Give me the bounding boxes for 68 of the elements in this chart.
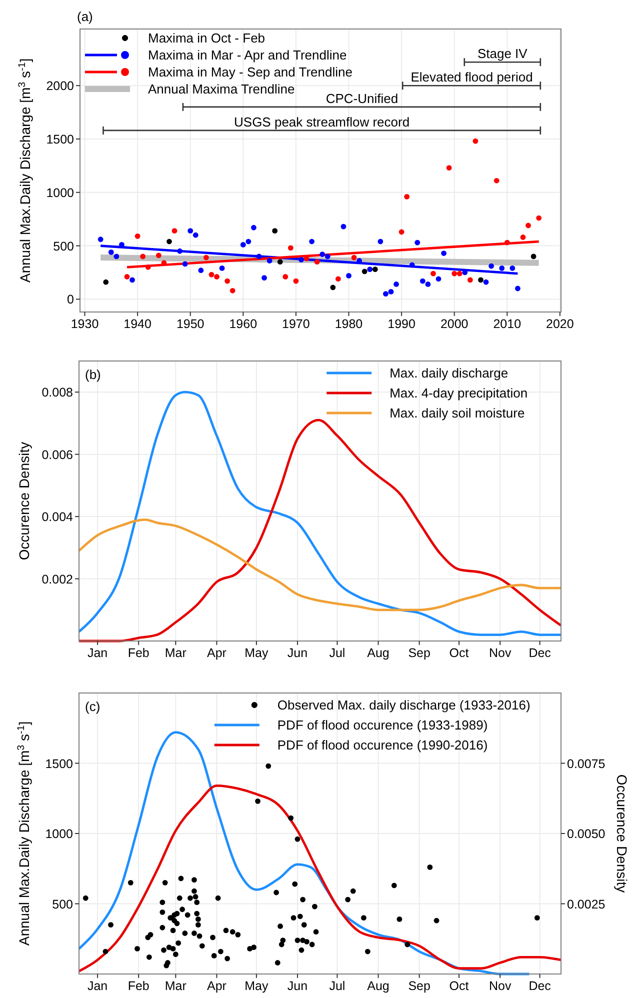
y-tick-label: 0.004 (42, 510, 74, 524)
x-tick-label: May (244, 646, 269, 660)
legend-label: Max. daily discharge (390, 366, 508, 380)
x-tick-label: May (244, 979, 269, 993)
annotation: CPC-Unified (326, 90, 398, 106)
y-tick-label: 1000 (46, 186, 74, 200)
legend-label: Maxima in Mar - Apr and Trendline (148, 48, 347, 62)
x-tick-label: Jan (87, 646, 108, 660)
legend-label: Max. daily soil moisture (390, 406, 525, 420)
y-tick-label: 0.002 (42, 572, 74, 586)
x-tick-label: Mar (164, 979, 186, 993)
x-tick-label: Oct (449, 646, 470, 660)
x-tick-label: Aug (367, 646, 390, 660)
x-tick-label: 1940 (124, 317, 152, 331)
x-tick-label: 1970 (282, 317, 310, 331)
legend-label: PDF of flood occurence (1990-2016) (277, 738, 488, 752)
x-tick-label: Jul (329, 979, 346, 993)
x-tick-label: Dec (528, 646, 551, 660)
x-tick-label: Nov (488, 979, 512, 993)
x-tick-label: 2020 (546, 317, 574, 331)
y-tick-label: 2000 (46, 79, 74, 94)
x-tick-label: Jun (287, 646, 308, 660)
x-tick-label: Apr (206, 979, 226, 993)
annotation: USGS peak streamflow record (234, 114, 410, 130)
x-tick-label: Mar (164, 646, 186, 660)
y2-tick-label: 0.0050 (567, 827, 606, 841)
legend-label: Observed Max. daily discharge (1933-2016) (277, 698, 530, 712)
x-tick-label: Nov (488, 646, 512, 660)
y2-axis-title: Occurence Density (614, 774, 630, 893)
x-tick-label: 1950 (176, 317, 204, 331)
text: (b) (85, 367, 101, 382)
y-tick-label: 0.006 (42, 448, 74, 462)
legend-label: Annual Maxima Trendline (148, 82, 295, 96)
y-tick-label: 0 (67, 292, 74, 307)
x-tick-label: Feb (128, 646, 150, 660)
x-tick-label: Sep (408, 979, 430, 993)
x-tick-label: Jun (287, 979, 308, 993)
text: (c) (85, 699, 100, 714)
legend-label: Maxima in May - Sep and Trendline (148, 64, 352, 80)
x-tick-label: Jan (87, 979, 108, 993)
y-tick-label: 0.008 (42, 386, 74, 400)
x-tick-label: 2000 (440, 317, 468, 331)
y2-tick-label: 0.0075 (567, 756, 606, 771)
x-tick-label: Sep (408, 646, 430, 660)
y-axis-title: Occurence Density (16, 442, 32, 560)
chart-title: (a) (77, 9, 93, 24)
y2-tick-label: 0.0025 (567, 897, 606, 912)
x-tick-label: Dec (528, 979, 551, 993)
x-tick-label: 2010 (493, 317, 522, 331)
x-tick-label: Aug (367, 979, 390, 993)
legend-label: Maxima in Oct - Feb (148, 30, 266, 46)
x-tick-label: 1990 (388, 317, 416, 331)
y-tick-label: 1500 (45, 756, 74, 771)
x-tick-label: 1960 (229, 317, 258, 331)
x-tick-label: Feb (128, 979, 150, 993)
y-tick-label: 1500 (46, 132, 74, 146)
legend-label: Max. 4-day precipitation (390, 386, 528, 400)
x-tick-label: 1930 (70, 317, 99, 331)
x-tick-label: Oct (449, 979, 470, 993)
x-tick-label: Jul (329, 646, 346, 660)
legend-label: PDF of flood occurence (1933-1989) (277, 718, 488, 732)
y-tick-label: 1000 (45, 827, 74, 841)
x-tick-label: 1980 (334, 317, 363, 331)
annotation: Stage IV (477, 46, 528, 62)
annotation: Elevated flood period (410, 70, 533, 85)
y-tick-label: 500 (53, 239, 74, 254)
y-tick-label: 500 (52, 897, 74, 912)
x-tick-label: Apr (206, 646, 226, 660)
